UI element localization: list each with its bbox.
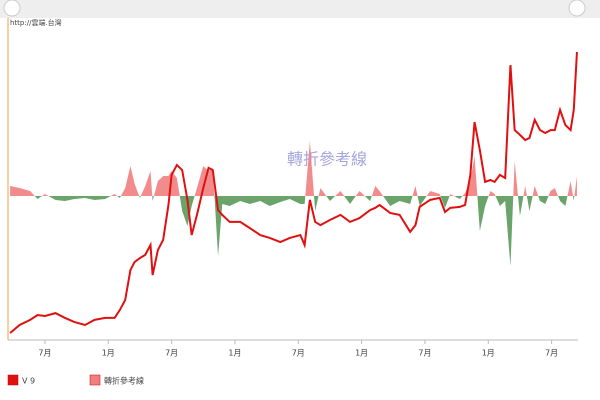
x-tick-label: 1月 [228,349,241,358]
legend-swatch [89,374,101,386]
legend-swatch [7,374,19,386]
source: http://雲端.台灣 [10,18,62,27]
x-tick-label: 1月 [102,349,115,358]
x-tick-label: 7月 [165,349,178,358]
scroll-handle[interactable] [568,0,586,17]
x-tick-label: 7月 [292,349,305,358]
scroll-handle[interactable] [3,0,21,17]
scrollbar[interactable] [0,0,600,18]
x-tick-label: 7月 [38,349,51,358]
x-tick-label: 7月 [418,349,431,358]
x-tick-label: 1月 [355,349,368,358]
legend-label: 轉折參考線 [104,376,144,386]
x-tick-label: 7月 [545,349,558,358]
legend-label: V 9 [22,377,35,386]
line [9,51,578,334]
watermark: 轉折參考線 [287,150,367,169]
x-tick-label: 1月 [482,349,495,358]
